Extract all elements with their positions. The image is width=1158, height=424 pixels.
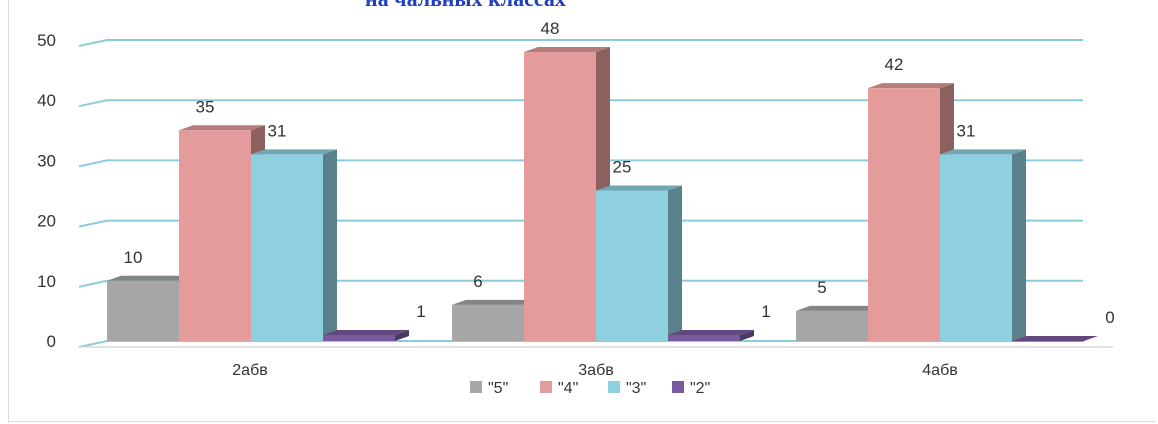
data-label: 35: [196, 97, 215, 116]
data-label: 5: [817, 278, 826, 297]
y-tick-label: 40: [37, 91, 56, 110]
data-label: 42: [885, 55, 904, 74]
bar: [524, 47, 610, 341]
legend-swatch: [540, 381, 552, 393]
x-tick-label: 2абв: [232, 362, 267, 379]
legend-label: "2": [690, 380, 710, 397]
data-label: 6: [473, 272, 482, 291]
chart-title: на чальных классах: [365, 0, 566, 11]
gridline: [78, 39, 1083, 47]
gridline: [78, 99, 1083, 108]
chart-frame: [8, 0, 1156, 422]
data-label: 48: [541, 19, 560, 38]
bar: [596, 185, 682, 341]
data-label: 1: [416, 302, 425, 321]
gridline: [78, 219, 1083, 228]
legend-label: "5": [488, 380, 508, 397]
data-label: 1: [761, 302, 770, 321]
data-label: 31: [268, 121, 287, 140]
y-tick-label: 20: [37, 212, 56, 231]
data-label: 0: [1105, 308, 1114, 327]
bar: [668, 329, 754, 341]
gridline: [78, 340, 1083, 348]
gridline: [78, 159, 1083, 168]
data-label: 10: [124, 248, 143, 267]
legend-swatch: [608, 381, 620, 393]
x-tick-label: 3абв: [578, 362, 613, 379]
bar: [251, 149, 337, 341]
bar: [323, 329, 409, 341]
legend-label: "4": [558, 380, 578, 397]
y-tick-label: 0: [47, 332, 56, 351]
y-tick-label: 10: [37, 272, 56, 291]
data-label: 25: [613, 158, 632, 177]
legend-swatch: [672, 381, 684, 393]
legend-swatch: [470, 381, 482, 393]
bar: [940, 149, 1026, 341]
data-label: 31: [957, 121, 976, 140]
y-tick-label: 50: [37, 31, 56, 50]
x-tick-label: 4абв: [922, 362, 957, 379]
bar: [1012, 336, 1098, 342]
legend-label: "3": [626, 380, 646, 397]
y-tick-label: 30: [37, 151, 56, 170]
